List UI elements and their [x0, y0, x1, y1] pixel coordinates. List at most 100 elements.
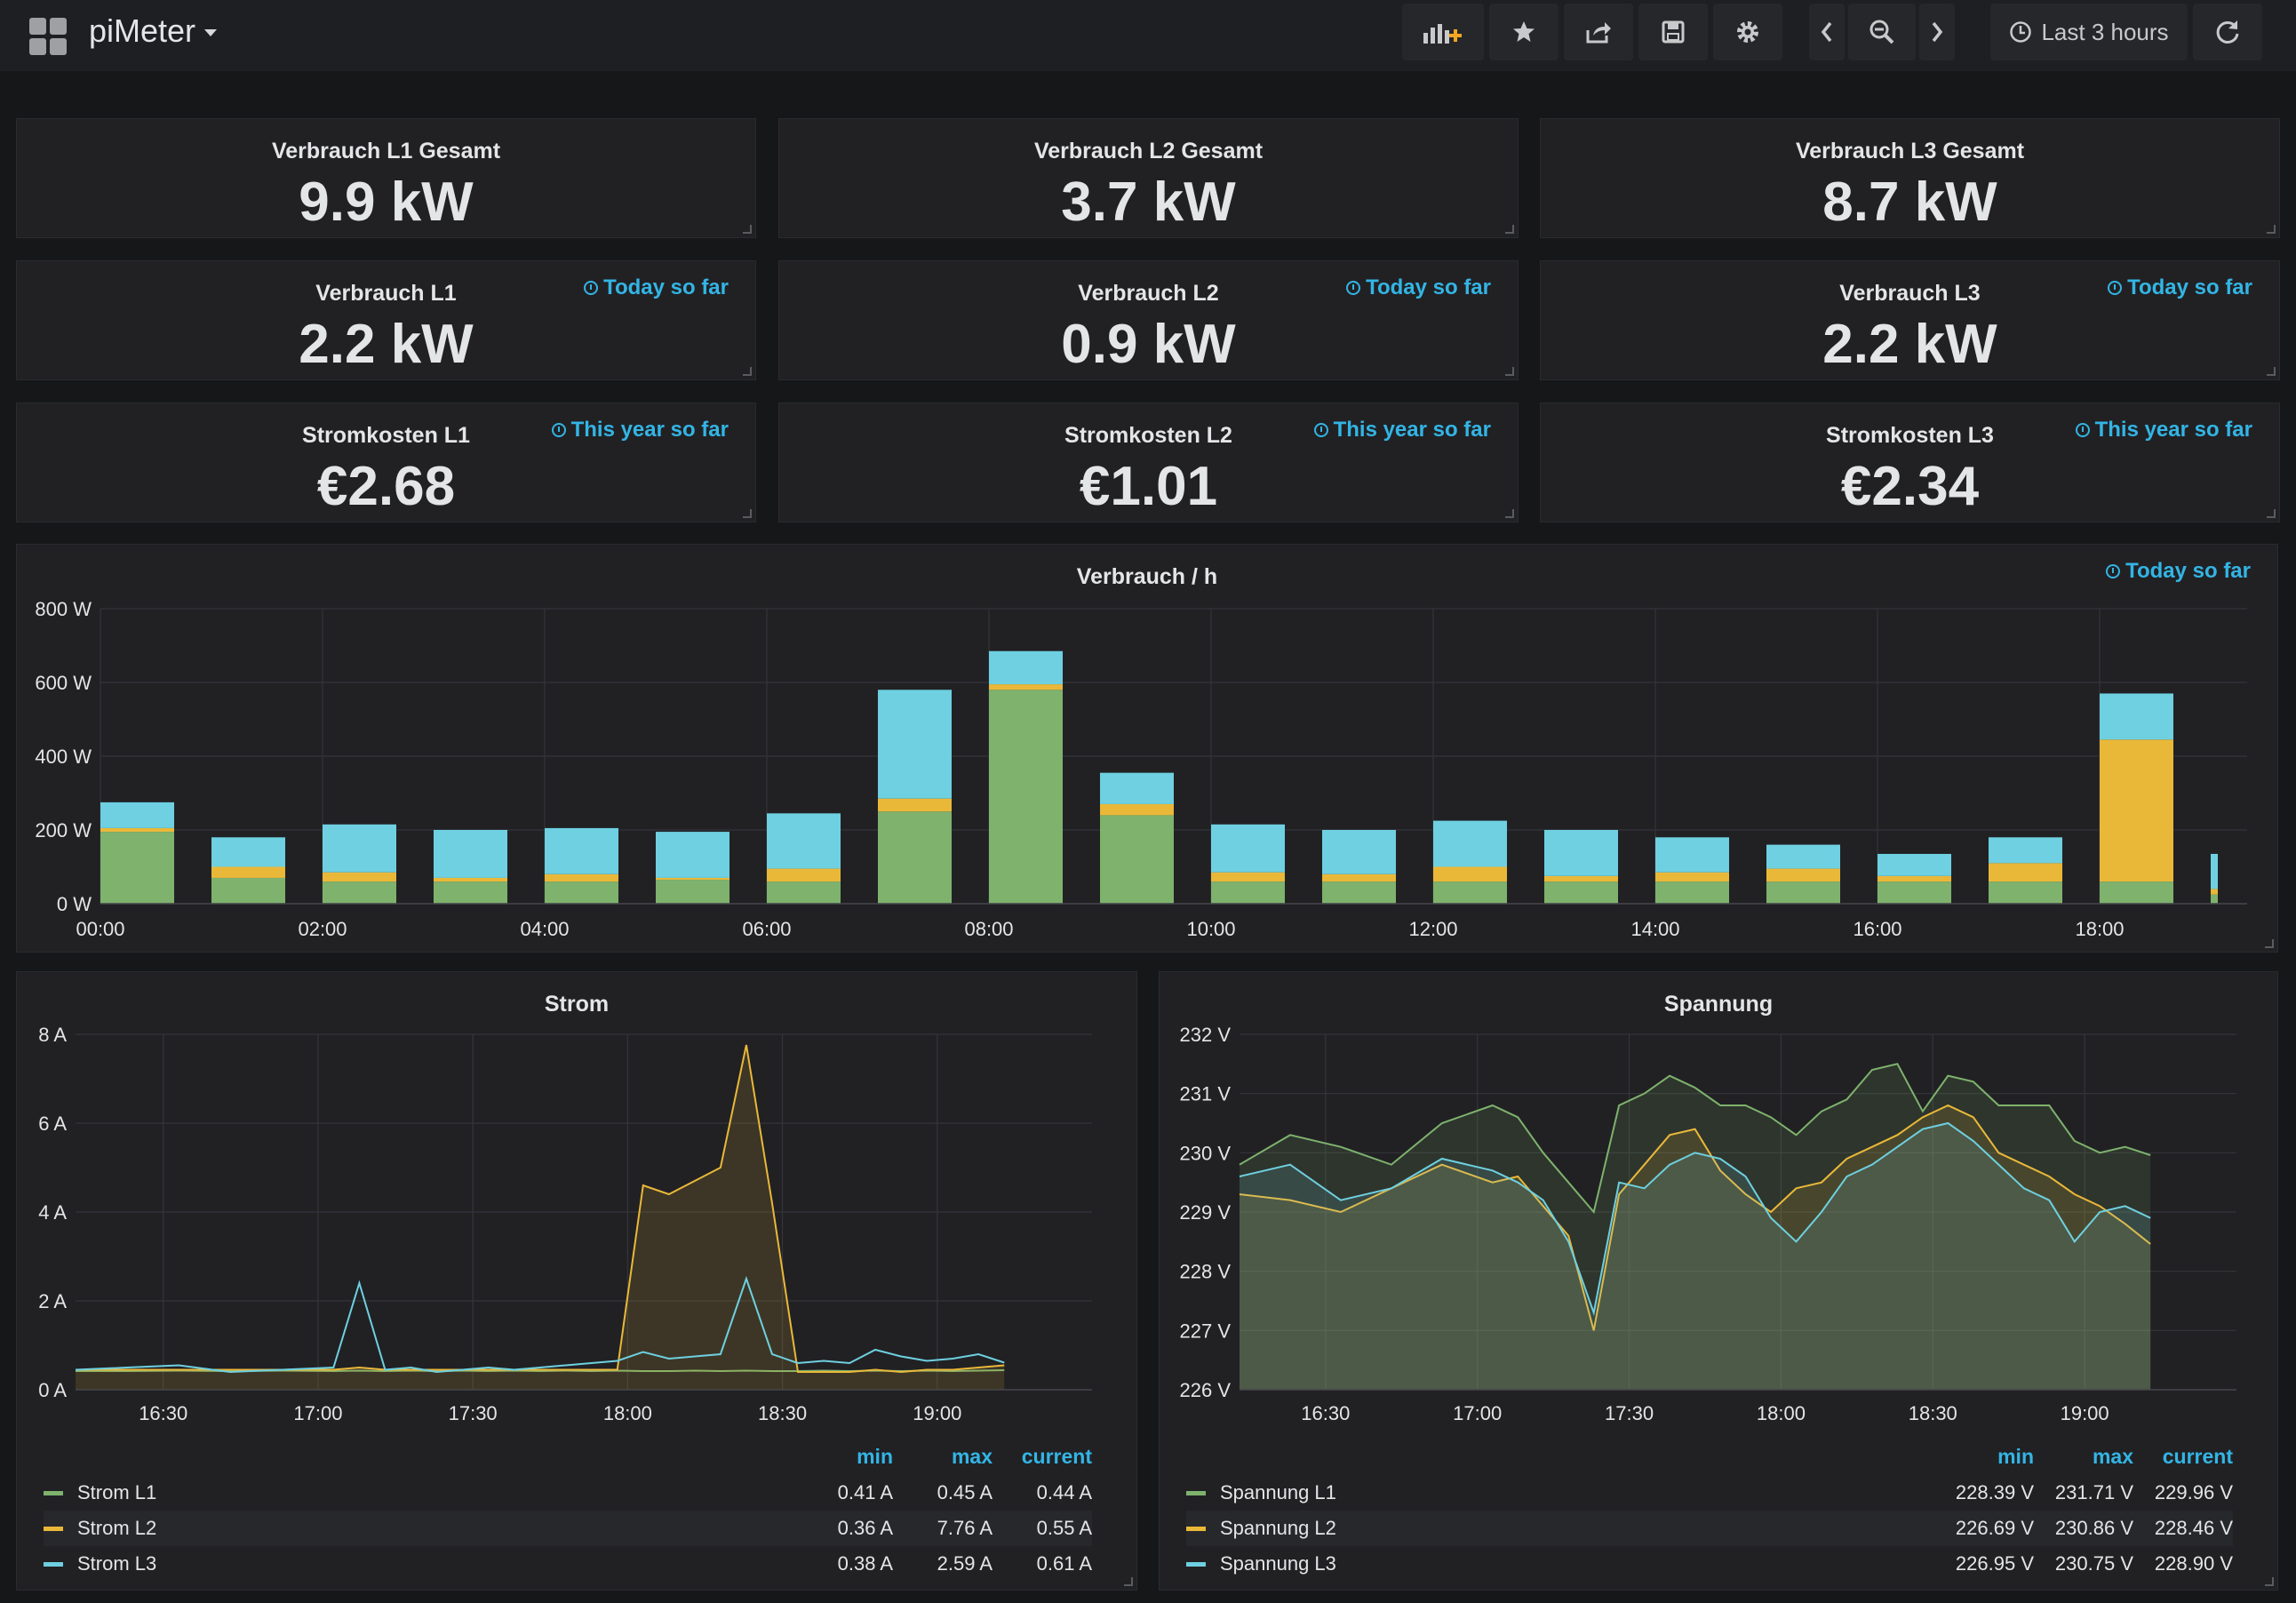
stat-title[interactable]: Stromkosten L1 — [302, 423, 470, 448]
x-tick-label: 18:00 — [603, 1402, 652, 1424]
time-info: This year so far — [551, 418, 729, 443]
legend-row[interactable]: Strom L2 0.36 A 7.76 A 0.55 A — [44, 1511, 1092, 1546]
add-panel-icon — [1423, 24, 1462, 44]
stat-title[interactable]: Verbrauch L3 Gesamt — [1795, 139, 2025, 163]
resize-handle[interactable] — [2267, 509, 2276, 518]
legend-column-max[interactable]: max — [951, 1444, 993, 1468]
bar-segment — [1544, 830, 1618, 876]
series-color-swatch[interactable] — [44, 1490, 63, 1495]
save-button[interactable] — [1638, 4, 1708, 60]
clock-icon — [2010, 21, 2032, 43]
series-max: 230.75 V — [2054, 1552, 2133, 1575]
bar-segment — [656, 877, 729, 881]
resize-handle[interactable] — [2267, 225, 2276, 234]
resize-handle[interactable] — [2265, 939, 2274, 948]
refresh-button[interactable] — [2193, 4, 2262, 60]
bar-segment — [323, 872, 396, 882]
bar-segment — [1544, 875, 1618, 882]
clock-icon — [2075, 423, 2090, 437]
bar-segment — [545, 827, 618, 874]
series-color-swatch[interactable] — [1186, 1490, 1206, 1495]
stat-value: 9.9 kW — [299, 171, 474, 233]
legend-column-min[interactable]: min — [1997, 1444, 2034, 1468]
x-tick-label: 18:00 — [1757, 1402, 1806, 1424]
stat-value: €2.68 — [316, 456, 456, 517]
stat-title[interactable]: Stromkosten L2 — [1064, 423, 1232, 448]
time-forward-button[interactable] — [1919, 4, 1955, 60]
stat-title[interactable]: Verbrauch L1 — [315, 281, 457, 306]
x-tick-label: 17:00 — [1453, 1402, 1502, 1424]
bar-segment — [1655, 837, 1729, 873]
legend-row[interactable]: Strom L3 0.38 A 2.59 A 0.61 A — [44, 1546, 1092, 1582]
series-name[interactable]: Spannung L2 — [1220, 1517, 1336, 1539]
legend-column-max[interactable]: max — [2092, 1444, 2133, 1468]
zoom-out-button[interactable] — [1848, 4, 1916, 60]
bar-segment — [1989, 863, 2062, 882]
star-button[interactable] — [1489, 4, 1559, 60]
legend-column-current[interactable]: current — [1021, 1444, 1092, 1468]
panel-title[interactable]: Verbrauch / h — [1076, 564, 1218, 589]
legend-row[interactable]: Spannung L3 226.95 V 230.75 V 228.90 V — [1186, 1546, 2233, 1582]
panel-title[interactable]: Strom — [544, 992, 610, 1017]
series-name[interactable]: Strom L2 — [77, 1517, 157, 1539]
bar-segment — [1100, 803, 1174, 816]
series-color-swatch[interactable] — [44, 1526, 63, 1531]
bar-segment — [1766, 881, 1840, 904]
bar-segment — [767, 881, 841, 904]
legend-row[interactable]: Spannung L2 226.69 V 230.86 V 228.46 V — [1186, 1511, 2233, 1546]
y-tick-label: 200 W — [35, 819, 92, 841]
resize-handle[interactable] — [2267, 367, 2276, 376]
stat-panel: Stromkosten L2 €1.01 This year so far — [778, 403, 1519, 522]
series-color-swatch[interactable] — [1186, 1526, 1206, 1531]
stat-title[interactable]: Stromkosten L3 — [1826, 423, 1994, 448]
stat-title[interactable]: Verbrauch L1 Gesamt — [271, 139, 501, 163]
stat-title[interactable]: Verbrauch L3 — [1839, 281, 1981, 306]
resize-handle[interactable] — [743, 367, 752, 376]
bar-segment — [767, 868, 841, 882]
series-current: 229.96 V — [2154, 1481, 2233, 1503]
series-name[interactable]: Spannung L3 — [1220, 1552, 1336, 1575]
resize-handle[interactable] — [1505, 367, 1514, 376]
time-info-label: This year so far — [1333, 418, 1491, 442]
series-min: 0.41 A — [837, 1481, 893, 1503]
share-button[interactable] — [1564, 4, 1633, 60]
x-tick-label: 16:30 — [139, 1402, 187, 1424]
legend-header: min max current — [1186, 1440, 2233, 1472]
time-picker-button[interactable]: Last 3 hours — [1990, 4, 2188, 60]
resize-handle[interactable] — [743, 225, 752, 234]
clock-icon — [2108, 281, 2123, 295]
series-color-swatch[interactable] — [1186, 1561, 1206, 1567]
legend-column-current[interactable]: current — [2162, 1444, 2233, 1468]
time-info: Today so far — [1346, 275, 1491, 300]
stat-value: 0.9 kW — [1061, 314, 1236, 375]
resize-handle[interactable] — [2265, 1577, 2274, 1586]
bar-segment — [1322, 830, 1396, 874]
settings-button[interactable] — [1713, 4, 1782, 60]
series-name[interactable]: Strom L3 — [77, 1552, 157, 1575]
resize-handle[interactable] — [1505, 225, 1514, 234]
series-current: 0.44 A — [1036, 1481, 1092, 1503]
add-panel-button[interactable] — [1402, 4, 1484, 60]
panel-title[interactable]: Spannung — [1663, 992, 1774, 1017]
stat-title[interactable]: Verbrauch L2 Gesamt — [1033, 139, 1264, 163]
time-info-label: This year so far — [570, 418, 729, 442]
dashboards-grid-icon[interactable] — [29, 18, 68, 57]
x-tick-label: 17:30 — [449, 1402, 498, 1424]
dashboard-title[interactable]: piMeter — [89, 12, 218, 50]
legend-column-min[interactable]: min — [857, 1444, 893, 1468]
y-tick-label: 227 V — [1180, 1320, 1232, 1342]
time-back-button[interactable] — [1809, 4, 1845, 60]
legend-row[interactable]: Spannung L1 228.39 V 231.71 V 229.96 V — [1186, 1475, 2233, 1511]
legend-row[interactable]: Strom L1 0.41 A 0.45 A 0.44 A — [44, 1475, 1092, 1511]
bar-segment — [1766, 844, 1840, 869]
bar-segment — [100, 802, 174, 828]
stat-title[interactable]: Verbrauch L2 — [1078, 281, 1219, 306]
resize-handle[interactable] — [1124, 1577, 1133, 1586]
resize-handle[interactable] — [1505, 509, 1514, 518]
resize-handle[interactable] — [743, 509, 752, 518]
series-name[interactable]: Spannung L1 — [1220, 1481, 1336, 1503]
series-color-swatch[interactable] — [44, 1561, 63, 1567]
bar-segment — [211, 877, 285, 904]
series-name[interactable]: Strom L1 — [77, 1481, 157, 1503]
bar-segment — [100, 832, 174, 904]
